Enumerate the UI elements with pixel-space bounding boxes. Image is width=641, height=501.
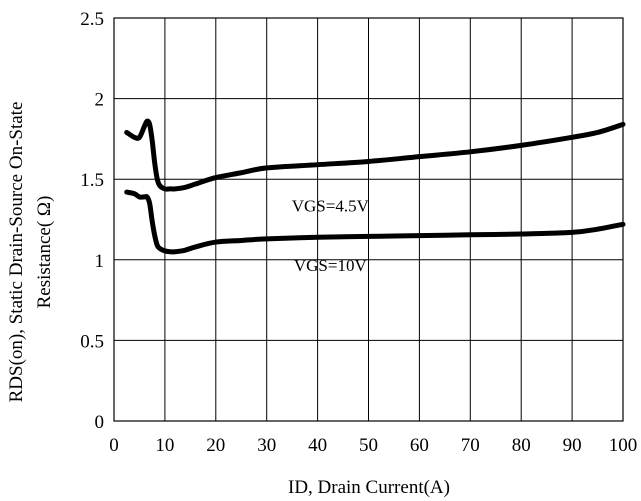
y-axis-label-line1: RDS(on), Static Drain-Source On-State bbox=[6, 102, 27, 403]
series-annotation: VGS=4.5V bbox=[292, 196, 370, 215]
x-tick-label: 50 bbox=[359, 435, 378, 456]
x-tick-label: 100 bbox=[609, 435, 638, 456]
series-layer bbox=[124, 118, 626, 255]
y-tick-labels: 0 0.5 1 1.5 2 2.5 bbox=[80, 9, 104, 433]
x-tick-label: 60 bbox=[410, 435, 429, 456]
y-tick-label: 2.5 bbox=[80, 9, 104, 30]
grid bbox=[113, 17, 624, 422]
plot-frame bbox=[113, 17, 624, 422]
x-tick-label: 10 bbox=[155, 435, 174, 456]
x-axis-label: ID, Drain Current(A) bbox=[288, 477, 450, 498]
x-tick-label: 90 bbox=[563, 435, 582, 456]
x-tick-label: 0 bbox=[109, 435, 119, 456]
x-tick-label: 70 bbox=[461, 435, 480, 456]
y-tick-label: 0 bbox=[95, 412, 105, 433]
series-annotation: VGS=10V bbox=[294, 256, 368, 275]
y-axis-label-line2: Resistance( Ω) bbox=[34, 196, 55, 309]
series-line-vgs-10v bbox=[124, 189, 626, 255]
x-tick-label: 80 bbox=[512, 435, 531, 456]
y-tick-label: 1 bbox=[95, 251, 105, 272]
annotations: VGS=4.5V VGS=10V bbox=[292, 196, 370, 275]
x-tick-label: 30 bbox=[257, 435, 276, 456]
series-line-vgs-4-5v bbox=[124, 118, 626, 192]
y-tick-label: 1.5 bbox=[80, 170, 104, 191]
y-tick-label: 2 bbox=[95, 90, 105, 111]
x-tick-labels: 0 10 20 30 40 50 60 70 80 90 100 bbox=[109, 435, 637, 456]
y-tick-label: 0.5 bbox=[80, 331, 104, 352]
x-tick-label: 20 bbox=[206, 435, 225, 456]
x-tick-label: 40 bbox=[308, 435, 327, 456]
